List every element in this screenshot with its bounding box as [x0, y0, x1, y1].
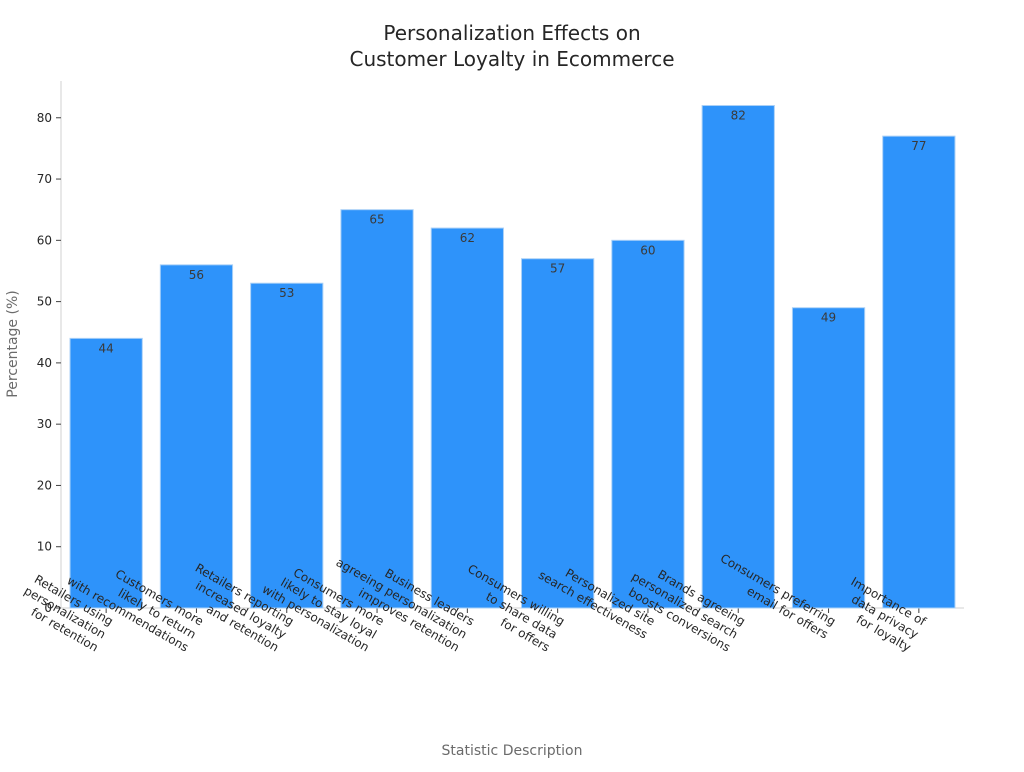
bars [69, 105, 956, 609]
bar-value-label: 57 [550, 262, 565, 276]
bar [250, 282, 324, 609]
bar-value-label: 60 [640, 243, 655, 257]
bar [159, 264, 234, 609]
bar [340, 209, 414, 609]
bar [791, 307, 866, 609]
bar-value-label: 62 [460, 231, 475, 245]
bar-value-label: 56 [189, 268, 204, 282]
bar [611, 239, 685, 609]
bar-value-label: 82 [731, 109, 746, 123]
bar [701, 105, 775, 609]
chart-title-line: Customer Loyalty in Ecommerce [349, 47, 674, 71]
y-tick-label: 60 [37, 233, 52, 247]
chart-title-line: Personalization Effects on [383, 21, 640, 45]
bar [521, 258, 595, 609]
x-axis-label: Statistic Description [442, 743, 583, 759]
y-tick-label: 40 [37, 356, 52, 370]
y-axis-label: Percentage (%) [5, 290, 21, 397]
y-tick-label: 30 [37, 417, 52, 431]
bar-value-label: 65 [369, 213, 384, 227]
bar [430, 227, 504, 609]
bar [882, 135, 956, 609]
value-labels: 44 56 53 65 62 57 60 82 49 77 [99, 109, 927, 356]
bar-value-label: 44 [99, 341, 114, 355]
bar-value-label: 53 [279, 286, 294, 300]
y-tick-label: 70 [37, 172, 52, 186]
y-tick-label: 50 [37, 295, 52, 309]
y-tick-label: 20 [37, 478, 52, 492]
bar [69, 337, 143, 609]
y-tick-label: 0 [44, 601, 52, 615]
bar-value-label: 77 [911, 139, 926, 153]
y-tick-label: 10 [37, 540, 52, 554]
y-axis: 0 10 20 30 40 50 60 70 80 [37, 81, 62, 615]
bar-value-label: 49 [821, 311, 836, 325]
y-tick-label: 80 [37, 111, 52, 125]
